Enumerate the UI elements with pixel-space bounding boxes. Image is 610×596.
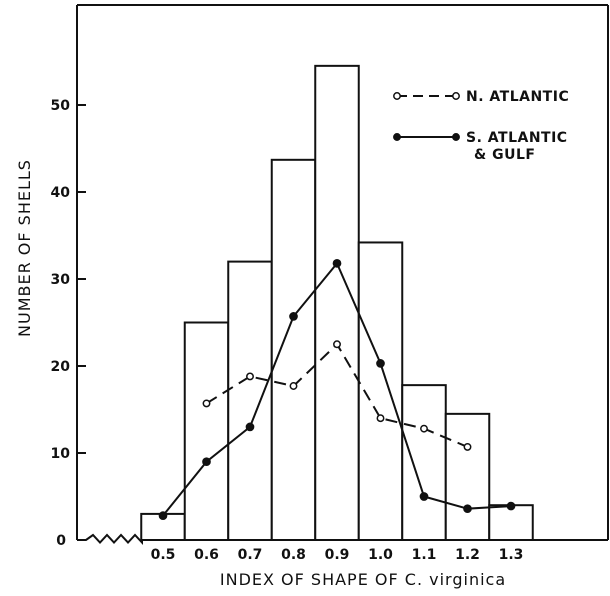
- point-s-atlantic-gulf: [506, 501, 516, 511]
- point-s-atlantic-gulf: [463, 504, 472, 514]
- bar: [183, 321, 230, 541]
- x-tick-label: 0.5: [151, 547, 176, 563]
- y-axis-title: NUMBER OF SHELLS: [15, 159, 34, 337]
- x-tick-label: 1.0: [368, 547, 393, 563]
- y-tick-label: 20: [51, 359, 71, 375]
- bar: [488, 504, 534, 542]
- point-n-atlantic: [289, 382, 298, 390]
- point-s-atlantic-gulf: [332, 258, 342, 268]
- axes-layer: 0 10 20 30 40 50 0.5 0.6 0.7 0.8 0.9 1.0 1.1 1.2 1.3: [51, 4, 609, 563]
- point-s-atlantic-gulf: [202, 457, 211, 467]
- bar: [401, 384, 447, 542]
- legend-s-atlantic-gulf-label: S. ATLANTIC & GULF: [466, 130, 568, 163]
- y-tick-label: 10: [51, 446, 71, 462]
- x-tick-label: 0.7: [238, 547, 263, 563]
- legend-n-atlantic-label: N. ATLANTIC: [466, 89, 569, 105]
- bar: [357, 241, 404, 542]
- legend-n-atlantic-marker: [452, 92, 460, 100]
- bar: [270, 158, 317, 541]
- lines-layer: [158, 258, 516, 520]
- point-n-atlantic: [420, 424, 428, 433]
- x-tick-label: 0.8: [281, 547, 306, 563]
- bar: [227, 260, 273, 541]
- y-tick-label: 40: [51, 185, 71, 201]
- legend-n-atlantic-marker: [393, 92, 401, 100]
- y-tick-label: 50: [51, 98, 71, 114]
- x-tick-label: 0.6: [194, 547, 219, 563]
- y-tick-label: 30: [51, 272, 71, 288]
- x-tick-label: 1.2: [455, 547, 480, 563]
- point-n-atlantic: [463, 442, 472, 451]
- point-s-atlantic-gulf: [245, 422, 255, 432]
- point-n-atlantic: [333, 340, 341, 349]
- point-n-atlantic: [202, 399, 211, 408]
- x-axis-title: INDEX OF SHAPE OF C. virginica: [220, 570, 506, 589]
- x-tick-label: 1.1: [412, 547, 437, 563]
- legend: N. ATLANTIC S. ATLANTIC & GULF: [393, 89, 569, 163]
- bar: [314, 64, 360, 541]
- y-tick-label: 0: [56, 533, 66, 549]
- legend-s-atlantic-gulf-marker: [393, 133, 401, 141]
- x-tick-label: 0.9: [325, 547, 350, 563]
- bar: [444, 412, 491, 542]
- bars-layer: [140, 64, 534, 542]
- point-s-atlantic-gulf: [419, 492, 429, 501]
- point-n-atlantic: [376, 414, 385, 423]
- point-s-atlantic-gulf: [376, 359, 385, 368]
- x-axis-line-break: [77, 533, 608, 546]
- point-s-atlantic-gulf: [289, 312, 298, 321]
- legend-s-atlantic-gulf-marker: [452, 133, 460, 141]
- x-tick-label: 1.3: [499, 547, 524, 563]
- point-n-atlantic: [246, 372, 254, 381]
- point-s-atlantic-gulf: [158, 511, 168, 520]
